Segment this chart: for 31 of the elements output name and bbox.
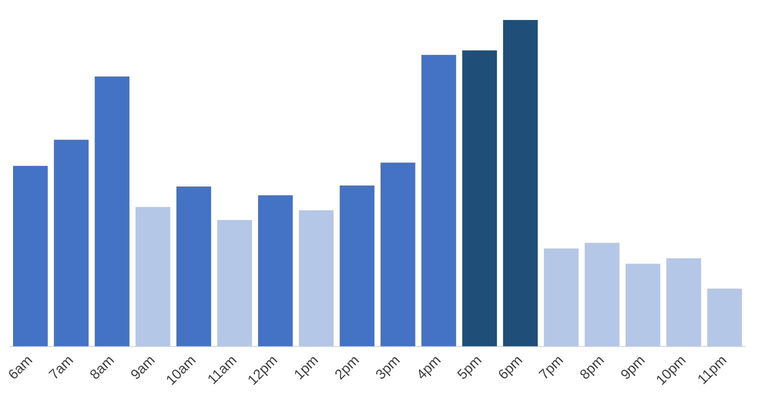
x-tick-label: 7am xyxy=(46,352,76,382)
bar xyxy=(136,207,170,346)
bar xyxy=(626,264,660,346)
x-tick-label: 2pm xyxy=(331,352,362,382)
bar xyxy=(707,288,742,346)
bar xyxy=(258,195,293,346)
x-tick-label: 1pm xyxy=(290,352,322,382)
x-tick-label: 6pm xyxy=(494,352,526,382)
bar xyxy=(666,258,702,346)
x-tick-label: 8am xyxy=(86,352,117,382)
bar xyxy=(584,242,620,346)
bar xyxy=(94,76,130,346)
x-tick-label: 6am xyxy=(4,352,36,382)
bar xyxy=(421,54,456,346)
bar xyxy=(176,186,212,346)
bar xyxy=(462,50,497,346)
x-tick-label: 7pm xyxy=(536,352,566,382)
bar xyxy=(298,210,334,346)
bar xyxy=(544,248,579,346)
bar xyxy=(13,166,48,346)
bar xyxy=(380,162,416,346)
bar xyxy=(217,220,252,346)
x-tick-label: 3pm xyxy=(372,352,403,382)
bar xyxy=(503,20,538,346)
bar xyxy=(54,140,89,346)
x-tick-label: 9am xyxy=(127,352,158,382)
x-tick-label: 8pm xyxy=(576,352,607,382)
x-tick-label: 5pm xyxy=(454,352,484,382)
x-tick-label: 4pm xyxy=(413,352,444,382)
bar xyxy=(340,185,374,346)
x-tick-label: 9pm xyxy=(617,352,648,382)
